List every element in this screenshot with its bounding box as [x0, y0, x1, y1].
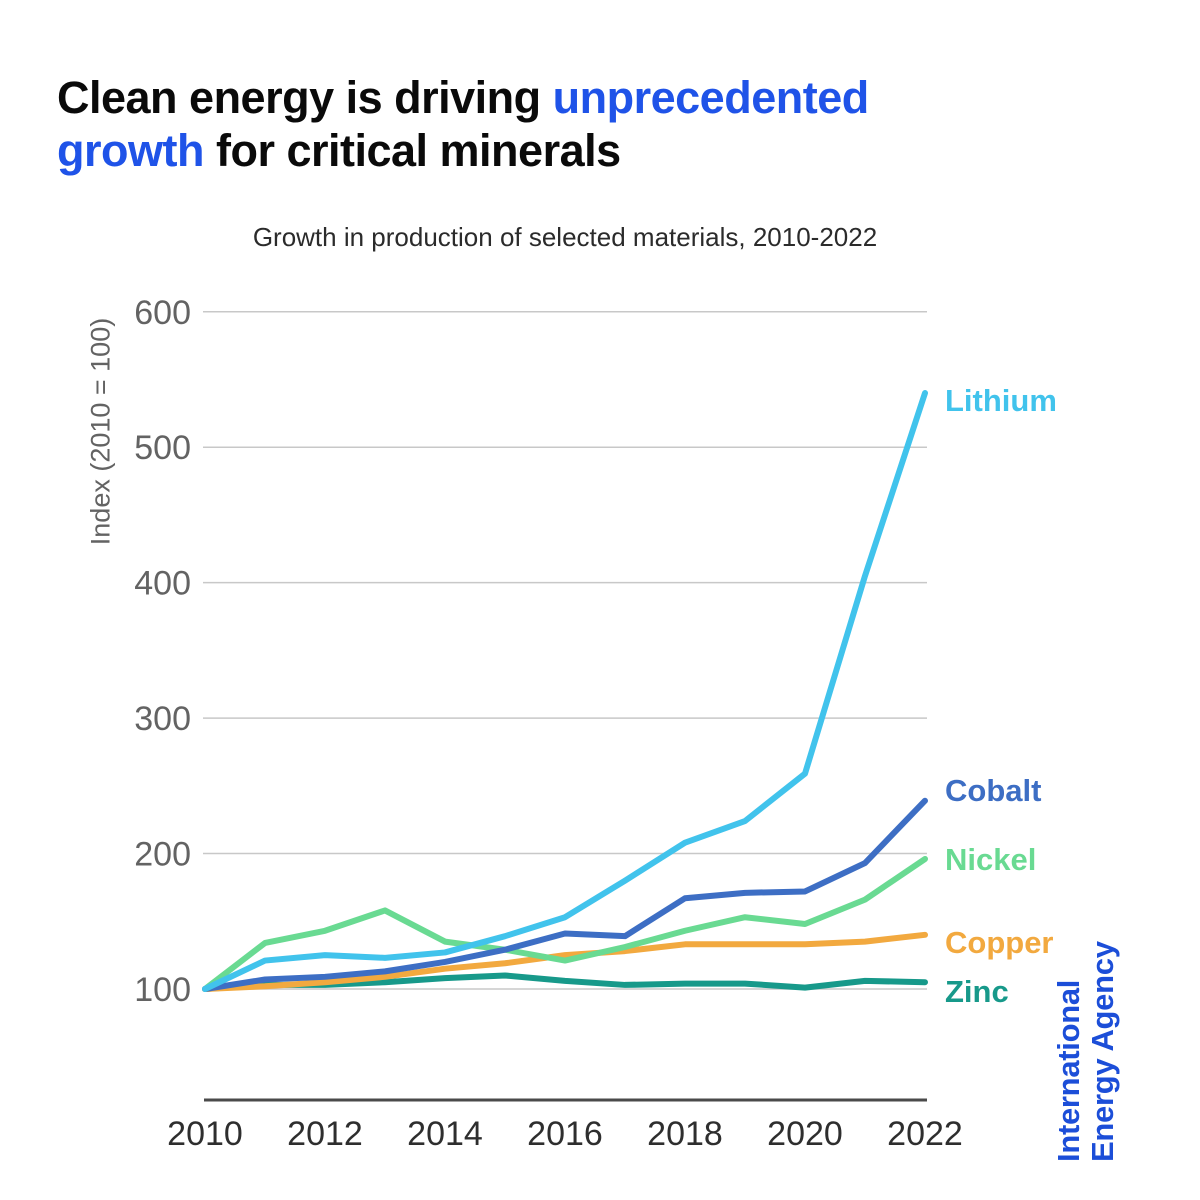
series-label-cobalt: Cobalt: [945, 773, 1042, 808]
chart-subtitle: Growth in production of selected materia…: [252, 222, 878, 252]
x-tick-label: 2022: [887, 1115, 963, 1153]
line-lithium: [202, 390, 928, 992]
y-tick-label: 400: [134, 565, 191, 603]
line-nickel: [202, 855, 928, 992]
iea-wordmark: International Energy Agency: [956, 902, 1200, 1162]
iea-wordmark-line2: Energy Agency: [1085, 941, 1120, 1162]
y-tick-label: 300: [134, 700, 191, 738]
series-label-zinc: Zinc: [945, 974, 1009, 1009]
line-cobalt: [202, 797, 928, 992]
x-tick-label: 2016: [527, 1115, 603, 1153]
x-tick-label: 2018: [647, 1115, 723, 1153]
y-tick-label: 100: [134, 971, 191, 1009]
iea-wordmark-line1: International: [1050, 979, 1086, 1162]
x-tick-label: 2012: [287, 1115, 363, 1153]
series-label-nickel: Nickel: [945, 842, 1037, 877]
series-label-lithium: Lithium: [945, 383, 1057, 418]
line-copper: [202, 931, 928, 992]
x-tick-label: 2014: [407, 1115, 483, 1153]
y-tick-label: 500: [134, 429, 191, 467]
series-label-copper: Copper: [945, 925, 1054, 960]
page-title: Clean energy is driving unprecedented gro…: [57, 72, 869, 176]
x-tick-label: 2010: [167, 1115, 243, 1153]
x-tick-label: 2020: [767, 1115, 843, 1153]
y-tick-label: 600: [134, 294, 191, 332]
y-tick-label: 200: [134, 836, 191, 874]
